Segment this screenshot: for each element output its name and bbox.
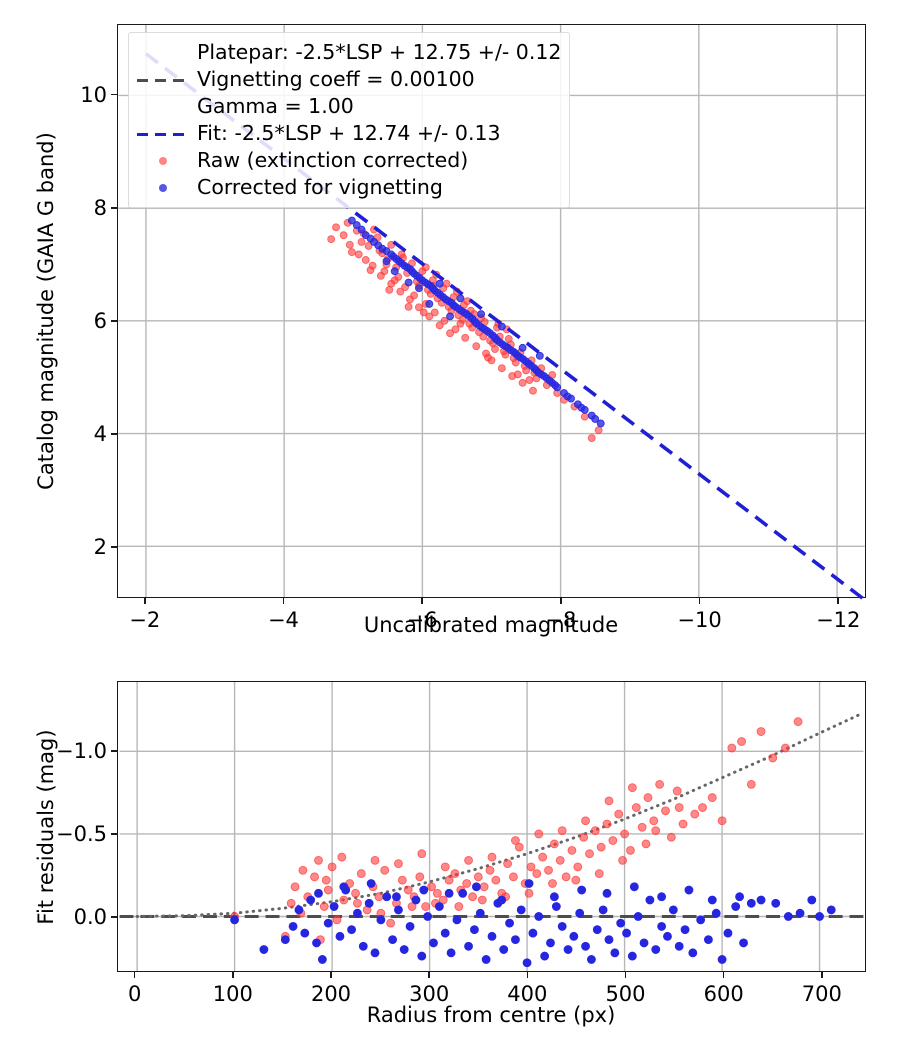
legend-entry: Raw (extinction corrected) bbox=[135, 147, 561, 174]
legend-entry: Fit: -2.5*LSP + 12.74 +/- 0.13 bbox=[135, 120, 561, 147]
y-tick-mark bbox=[111, 750, 117, 752]
legend-entry-label: Raw (extinction corrected) bbox=[197, 148, 469, 172]
x-tick-mark bbox=[232, 972, 234, 978]
x-tick-mark bbox=[133, 972, 136, 978]
blue-dashed-line-icon bbox=[135, 124, 191, 144]
x-tick-mark bbox=[330, 972, 332, 978]
x-tick-label: −10 bbox=[677, 608, 722, 632]
photometry-plot-canvas bbox=[118, 25, 866, 602]
y-tick-label: 2 bbox=[93, 535, 107, 560]
legend-entry: Platepar: -2.5*LSP + 12.75 +/- 0.12 bbox=[135, 39, 561, 66]
x-tick-label: −12 bbox=[816, 608, 861, 632]
residuals-yaxis-label: Fit residuals (mag) bbox=[34, 729, 58, 925]
x-tick-label: −2 bbox=[129, 608, 161, 632]
x-tick-mark bbox=[624, 972, 627, 978]
x-tick-mark bbox=[821, 972, 823, 978]
x-tick-label: 400 bbox=[507, 982, 548, 1006]
x-tick-mark bbox=[421, 598, 423, 604]
x-tick-label: 200 bbox=[310, 982, 352, 1006]
x-tick-label: 600 bbox=[703, 982, 744, 1006]
x-tick-label: 500 bbox=[605, 982, 646, 1006]
blue-marker-icon bbox=[135, 178, 191, 198]
y-tick-label: 8 bbox=[93, 195, 107, 220]
y-tick-mark bbox=[111, 206, 117, 209]
x-tick-label: −6 bbox=[406, 608, 438, 632]
photometry-yaxis-label: Catalog magnitude (GAIA G band) bbox=[34, 132, 58, 490]
y-tick-mark bbox=[111, 433, 117, 435]
scatter-series-1 bbox=[230, 879, 836, 968]
x-tick-label: −4 bbox=[267, 608, 299, 632]
residuals-xaxis-label: Radius from centre (px) bbox=[366, 1003, 616, 1027]
photometry-legend: Platepar: -2.5*LSP + 12.75 +/- 0.12 Vigne… bbox=[128, 32, 571, 208]
x-tick-label: 100 bbox=[212, 982, 253, 1006]
x-tick-label: 300 bbox=[409, 982, 450, 1006]
y-tick-label: 0.0 bbox=[73, 905, 107, 930]
legend-entry-label: Corrected for vignetting bbox=[197, 175, 443, 199]
y-tick-label: −1.0 bbox=[56, 738, 107, 763]
y-tick-label: −0.5 bbox=[56, 821, 107, 846]
x-tick-label: −8 bbox=[545, 608, 577, 632]
x-tick-mark bbox=[143, 598, 146, 604]
fit-residuals-plot bbox=[117, 681, 866, 972]
scatter-series-1 bbox=[347, 216, 605, 428]
y-tick-label: 6 bbox=[93, 308, 107, 333]
vignetting-model-curve bbox=[135, 713, 861, 918]
y-tick-label: 10 bbox=[80, 82, 107, 107]
x-tick-mark bbox=[722, 972, 725, 978]
gray-dashed-line-icon bbox=[135, 70, 191, 90]
legend-entry-label: Gamma = 1.00 bbox=[197, 94, 354, 118]
legend-entry-label: Platepar: -2.5*LSP + 12.75 +/- 0.12 bbox=[197, 40, 562, 64]
legend-entry-label: Vignetting coeff = 0.00100 bbox=[197, 67, 475, 91]
y-tick-mark bbox=[111, 833, 117, 835]
y-tick-mark bbox=[111, 546, 117, 548]
y-tick-mark bbox=[111, 916, 117, 918]
legend-entry-label: Fit: -2.5*LSP + 12.74 +/- 0.13 bbox=[197, 121, 501, 145]
legend-entry: Gamma = 1.00 bbox=[135, 93, 561, 120]
x-tick-mark bbox=[282, 598, 285, 604]
x-tick-mark bbox=[698, 598, 701, 604]
x-tick-mark bbox=[560, 598, 562, 604]
legend-entry: Vignetting coeff = 0.00100 bbox=[135, 66, 561, 93]
x-tick-label: 0 bbox=[127, 982, 142, 1006]
x-tick-mark bbox=[428, 972, 430, 978]
y-tick-label: 4 bbox=[93, 422, 107, 446]
x-tick-mark bbox=[837, 598, 840, 604]
x-tick-label: 700 bbox=[801, 982, 842, 1006]
photometry-xaxis-label: Uncalibrated magnitude bbox=[363, 613, 619, 637]
y-tick-mark bbox=[111, 320, 117, 322]
x-tick-mark bbox=[526, 972, 529, 978]
red-marker-icon bbox=[135, 151, 191, 171]
legend-entry: Corrected for vignetting bbox=[135, 174, 561, 201]
y-tick-mark bbox=[111, 93, 117, 96]
residuals-plot-canvas bbox=[119, 682, 864, 971]
